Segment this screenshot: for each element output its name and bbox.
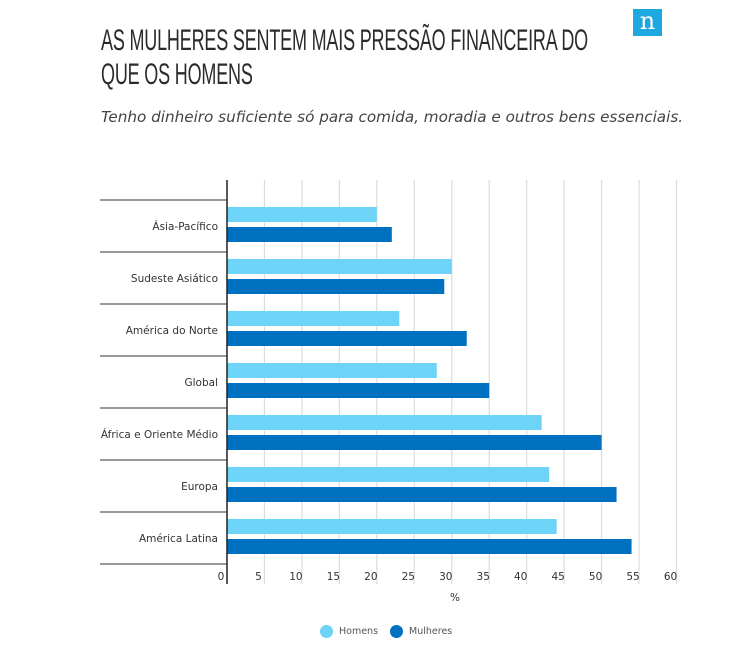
x-tick-label: 0	[218, 571, 225, 583]
x-tick-label: 50	[589, 571, 602, 583]
title-line-2: QUE OS HOMENS	[101, 58, 253, 91]
title-line-1: AS MULHERES SENTEM MAIS PRESSÃO FINANCEI…	[101, 24, 589, 57]
category-label: América do Norte	[126, 325, 218, 337]
legend: Homens Mulheres	[320, 625, 452, 638]
x-tick-label: 20	[364, 571, 377, 583]
category-label: Ásia-Pacífico	[152, 220, 218, 233]
bar-homens	[227, 259, 452, 274]
nielsen-logo: n	[633, 9, 662, 36]
x-axis-label: %	[450, 592, 460, 604]
x-tick-label: 10	[289, 571, 302, 583]
x-tick-label: 35	[477, 571, 490, 583]
x-tick-label: 45	[551, 571, 564, 583]
chart-subtitle: Tenho dinheiro suficiente só para comida…	[101, 108, 684, 126]
x-tick-label: 25	[402, 571, 415, 583]
category-label: África e Oriente Médio	[101, 428, 218, 441]
category-label: Global	[185, 377, 219, 389]
category-label: Sudeste Asiático	[131, 273, 218, 285]
bar-homens	[227, 311, 400, 326]
category-label: Europa	[181, 481, 218, 493]
bar-homens	[227, 467, 550, 482]
chart-title: AS MULHERES SENTEM MAIS PRESSÃO FINANCEI…	[101, 24, 588, 92]
bar-mulheres	[227, 539, 632, 554]
bar-homens	[227, 363, 437, 378]
legend-swatch-homens	[320, 625, 333, 638]
bar-homens	[227, 415, 542, 430]
legend-label-mulheres: Mulheres	[409, 626, 453, 637]
bar-mulheres	[227, 487, 617, 502]
x-tick-label: 60	[664, 571, 677, 583]
bar-mulheres	[227, 227, 392, 242]
x-tick-label: 55	[626, 571, 639, 583]
bar-mulheres	[227, 279, 445, 294]
x-tick-label: 5	[255, 571, 262, 583]
x-tick-label: 40	[514, 571, 527, 583]
x-tick-label: 15	[327, 571, 340, 583]
x-tick-label: 30	[439, 571, 452, 583]
bar-homens	[227, 519, 557, 534]
bar-mulheres	[227, 331, 467, 346]
bar-mulheres	[227, 383, 490, 398]
legend-swatch-mulheres	[390, 625, 404, 638]
bar-homens	[227, 207, 377, 222]
legend-label-homens: Homens	[339, 626, 379, 637]
category-label: América Latina	[139, 533, 218, 545]
bar-mulheres	[227, 435, 602, 450]
